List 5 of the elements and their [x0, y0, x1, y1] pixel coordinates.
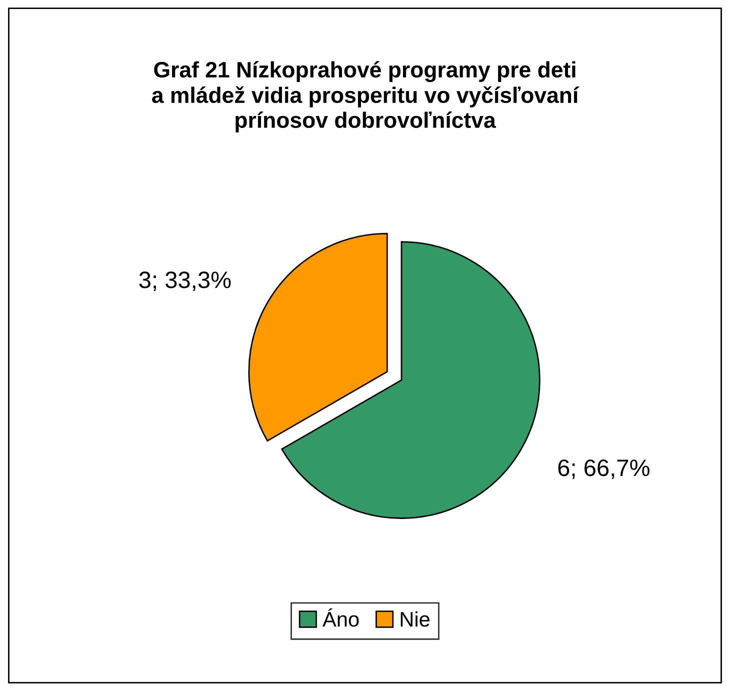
- data-label: 3; 33,3%: [139, 272, 231, 292]
- chart-title: Graf 21 Nízkoprahové programy pre deti a mládež vidia prosperitu vo vyčísľovaní prínosov dobrovoľníctva: [152, 61, 580, 132]
- legend-label: Áno: [322, 608, 359, 627]
- legend-label: Nie: [400, 611, 430, 627]
- data-label: 6; 66,7%: [558, 460, 650, 480]
